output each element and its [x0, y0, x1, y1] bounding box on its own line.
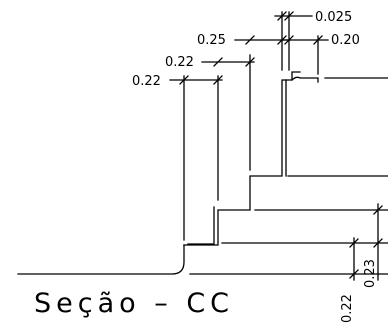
dim-step-1	[234, 35, 291, 45]
dim-step-2	[201, 57, 255, 67]
stair-profile-inner	[187, 206, 215, 245]
top-lip	[291, 76, 319, 83]
section-title: Seção – CC	[34, 288, 234, 319]
dim-right-upper	[373, 203, 383, 281]
dim-step-3	[169, 75, 223, 85]
dim-right-lower	[349, 237, 359, 281]
dim-label-step-2: 0.22	[165, 55, 194, 70]
dim-label-right-lower: 0.22	[340, 294, 355, 323]
dim-label-top-small: 0.025	[315, 10, 352, 25]
dim-label-step-1: 0.25	[197, 33, 226, 48]
dim-top-small	[274, 11, 313, 21]
dim-label-right-upper: 0.23	[363, 259, 378, 288]
ground-line	[17, 244, 185, 275]
dim-label-step-3: 0.22	[132, 74, 161, 89]
dim-label-top-right: 0.20	[331, 33, 360, 48]
stair-profile	[183, 71, 301, 246]
